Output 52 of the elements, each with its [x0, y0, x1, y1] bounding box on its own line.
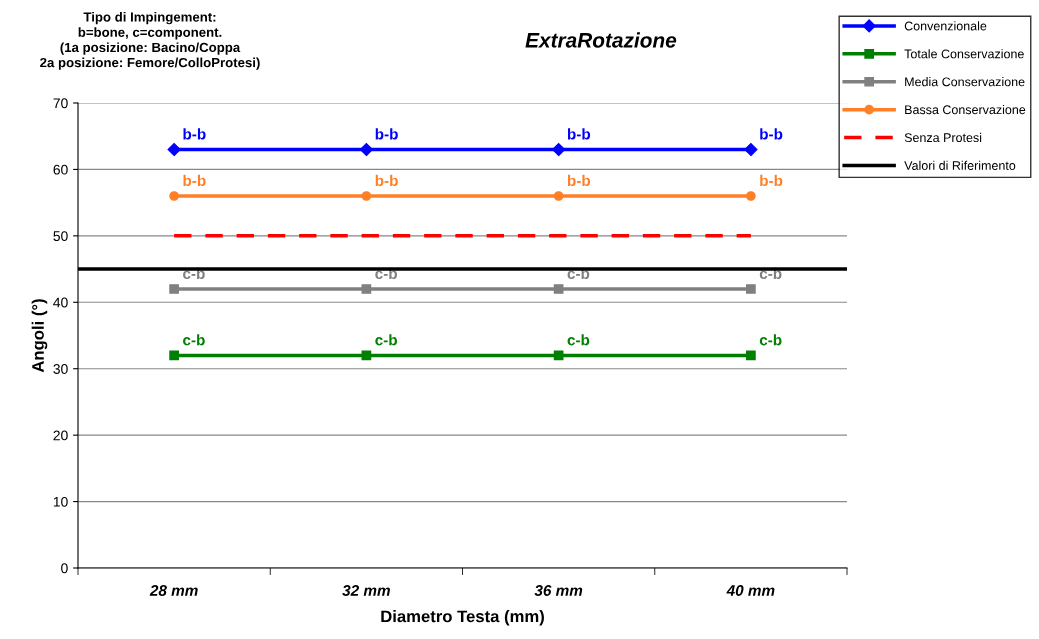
data-label: c-b	[183, 334, 205, 346]
y-tick-label: 40	[53, 297, 68, 308]
point	[167, 142, 181, 157]
legend-label: Media Conservazione	[905, 77, 1025, 87]
y-tick-label: 30	[53, 364, 68, 374]
data-label: c-b	[567, 267, 590, 280]
data-label: b-b	[567, 128, 591, 140]
point	[552, 142, 566, 157]
point	[744, 142, 758, 157]
legend-label: Convenzionale	[904, 21, 987, 31]
data-label: c-b	[375, 334, 397, 346]
data-label: c-b	[567, 334, 590, 346]
text: Tipo di Impingement: b=bone, c=component. (1a posizione: Bacino/Coppa 2a posizione: Femore/ColloProtesi)	[40, 12, 260, 70]
legend-label: Bassa Conservazione	[905, 104, 1026, 115]
data-label: b-b	[760, 174, 783, 187]
point	[169, 284, 179, 294]
data-label: b-b	[183, 174, 206, 187]
point	[169, 191, 179, 201]
data-label: b-b	[567, 174, 591, 187]
data-label: c-b	[759, 334, 782, 346]
point	[746, 350, 756, 361]
y-tick-label: 0	[61, 563, 68, 574]
x-tick-label: 40 mm	[726, 585, 775, 596]
data-label: b-b	[375, 128, 398, 140]
data-label: c-b	[759, 267, 782, 280]
y-tick-label: 10	[53, 496, 68, 507]
legend-label: Senza Protesi	[904, 132, 982, 143]
x-tick-label: 36 mm	[534, 585, 583, 596]
y-tick-label: 20	[53, 430, 68, 441]
point	[746, 191, 756, 201]
y-tick-label: 70	[53, 98, 68, 109]
data-label: c-b	[375, 267, 397, 280]
x-tick-label: 32 mm	[342, 585, 390, 596]
legend-label: Valori di Riferimento	[904, 160, 1016, 170]
data-label: b-b	[375, 174, 398, 187]
data-label: b-b	[760, 128, 783, 140]
chart-title: ExtraRotazione	[525, 32, 677, 48]
point	[361, 284, 372, 294]
point	[359, 142, 373, 157]
point	[169, 350, 179, 361]
data-label: c-b	[183, 267, 205, 280]
point	[361, 191, 372, 201]
y-tick-label: 50	[53, 231, 68, 242]
legend-label: Totale Conservazione	[904, 49, 1024, 59]
point	[553, 284, 564, 294]
data-label: b-b	[183, 128, 206, 140]
y-axis-title: Angoli (°)	[31, 299, 48, 373]
y-tick-label: 60	[53, 164, 68, 175]
point	[746, 284, 756, 294]
point	[553, 191, 564, 201]
x-tick-label: 28 mm	[149, 585, 198, 596]
x-axis-title: Diametro Testa (mm)	[381, 610, 544, 626]
